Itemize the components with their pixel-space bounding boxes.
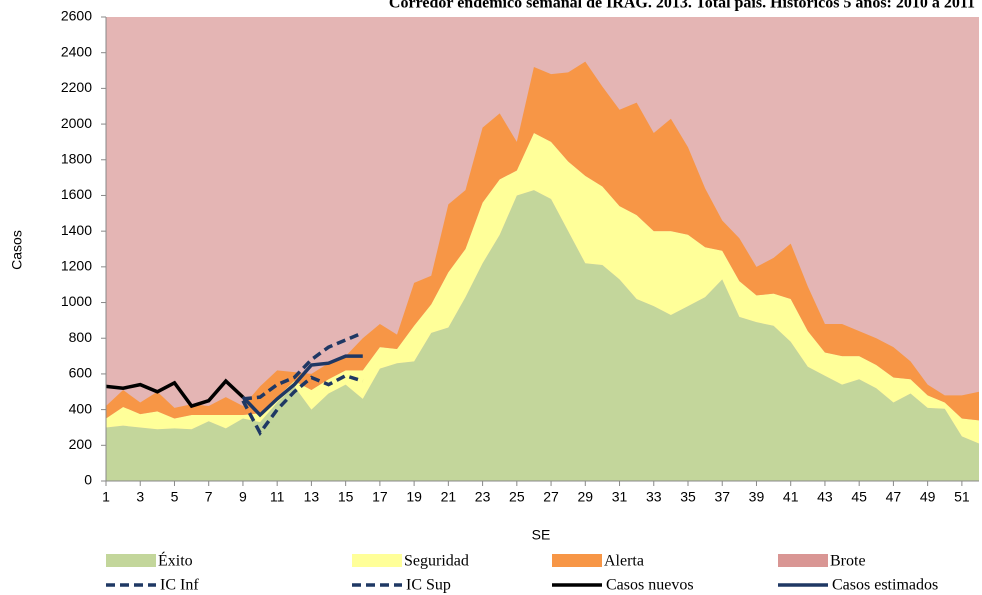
x-tick-label: 47 (886, 489, 902, 505)
x-tick-label: 23 (475, 489, 491, 505)
legend-label: IC Sup (406, 577, 451, 594)
line-series (105, 378, 245, 409)
y-tick-label: 2000 (61, 115, 92, 131)
x-tick-label: 41 (783, 489, 799, 505)
y-tick-label: 0 (84, 472, 92, 488)
x-tick-label: 5 (171, 489, 179, 505)
x-tick-label: 29 (578, 489, 594, 505)
x-tick-label: 3 (136, 489, 144, 505)
line-series (241, 354, 363, 418)
legend-label: Seguridad (404, 553, 469, 570)
x-tick-label: 35 (680, 489, 696, 505)
y-axis-label: Casos (9, 230, 25, 270)
x-tick-label: 27 (543, 489, 559, 505)
legend-label: Casos estimados (832, 577, 938, 594)
x-tick-label: 19 (406, 489, 422, 505)
y-tick-label: 1600 (61, 186, 92, 202)
legend-label: Casos nuevos (606, 577, 694, 594)
x-tick-label: 15 (338, 489, 354, 505)
x-axis-label: SE (532, 527, 551, 543)
x-tick-label: 31 (612, 489, 628, 505)
x-tick-label: 7 (205, 489, 213, 505)
y-tick-label: 2400 (61, 43, 92, 59)
y-tick-label: 1800 (61, 150, 92, 166)
y-tick-label: 800 (69, 329, 93, 345)
legend-swatch (778, 554, 828, 567)
x-tick-label: 43 (817, 489, 833, 505)
x-tick-label: 39 (749, 489, 765, 505)
x-tick-label: 25 (509, 489, 525, 505)
legend-label: Brote (830, 553, 866, 570)
legend-swatch (552, 554, 602, 567)
x-tick-label: 45 (851, 489, 867, 505)
x-tick-label: 9 (239, 489, 247, 505)
y-tick-label: 1000 (61, 293, 92, 309)
x-tick-label: 11 (270, 489, 285, 505)
x-tick-label: 1 (102, 489, 110, 505)
y-tick-label: 1200 (61, 258, 92, 274)
line-series (242, 331, 364, 401)
x-tick-label: 37 (714, 489, 730, 505)
area-band (106, 190, 979, 481)
x-tick-label: 33 (646, 489, 662, 505)
legend-swatch (106, 554, 156, 567)
y-tick-label: 600 (69, 365, 93, 381)
y-tick-label: 1400 (61, 222, 92, 238)
legend-swatch (352, 554, 402, 567)
x-tick-label: 51 (954, 489, 970, 505)
chart-title: Corredor endémico semanal de IRAG. 2013.… (389, 0, 975, 12)
x-tick-label: 21 (441, 489, 457, 505)
x-tick-label: 17 (372, 489, 388, 505)
y-tick-label: 400 (69, 400, 93, 416)
area-band (106, 61, 979, 421)
x-tick-label: 49 (920, 489, 936, 505)
y-tick-label: 2600 (61, 8, 92, 24)
legend-label: IC Inf (160, 577, 199, 594)
legend-label: Éxito (158, 551, 193, 570)
y-tick-label: 200 (69, 436, 93, 452)
line-series (241, 373, 364, 437)
y-tick-label: 2200 (61, 79, 92, 95)
legend-label: Alerta (604, 553, 644, 570)
x-tick-label: 13 (304, 489, 320, 505)
